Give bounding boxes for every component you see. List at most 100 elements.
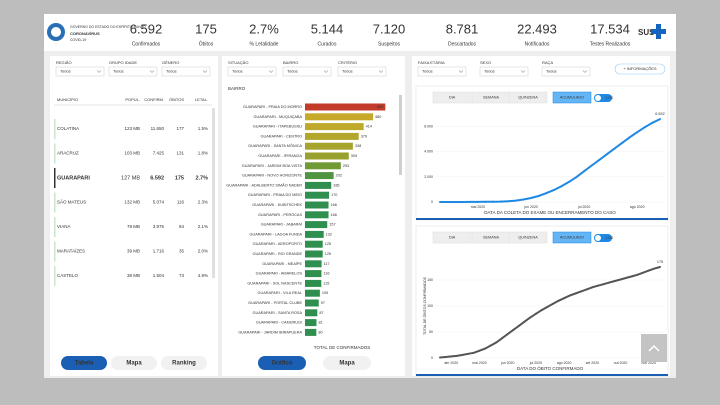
table-cell: 1.5% xyxy=(198,126,208,131)
period-button[interactable] xyxy=(552,231,592,244)
filter-value: Todos xyxy=(342,69,353,74)
point xyxy=(454,200,457,203)
tab-label: Mapa xyxy=(126,361,142,367)
point xyxy=(450,355,453,358)
left-panel xyxy=(50,56,218,376)
filter-dropdown[interactable] xyxy=(227,66,277,77)
table-cell: 131 xyxy=(176,151,184,156)
point xyxy=(552,189,555,192)
tab-label: Gráfico xyxy=(271,361,292,367)
table-row-marker[interactable] xyxy=(54,241,56,262)
period-button[interactable] xyxy=(508,91,548,104)
table-row-marker[interactable] xyxy=(54,266,56,286)
y-tick-label: 6.000 xyxy=(424,124,433,128)
filter-dropdown[interactable] xyxy=(55,66,105,77)
info-button[interactable] xyxy=(614,63,666,75)
bar-label: GUARAPARI - KUBITSCHEK xyxy=(252,203,302,207)
filter-dropdown[interactable] xyxy=(161,66,211,77)
bar-value: 125 xyxy=(325,252,331,256)
dropdown-arrow xyxy=(96,70,102,73)
point xyxy=(540,309,543,312)
point xyxy=(523,320,526,323)
filter-dropdown[interactable] xyxy=(282,66,332,77)
table-row-marker[interactable] xyxy=(54,119,56,139)
tab-button[interactable] xyxy=(111,356,157,370)
table-header: CONFIRM. xyxy=(144,97,164,102)
table-cell: 127 MB xyxy=(121,175,140,181)
period-button-label: SEMANA xyxy=(483,96,500,100)
filter-dropdown[interactable] xyxy=(337,66,387,77)
point xyxy=(537,194,540,197)
bar-value: 309 xyxy=(351,154,357,158)
chart-card-rule xyxy=(416,218,668,220)
sus-cross xyxy=(651,24,666,39)
filter-label: BAIRRO xyxy=(283,60,298,65)
filter-dropdown[interactable] xyxy=(541,66,591,77)
point xyxy=(439,201,441,203)
table-cell: 2.3% xyxy=(198,200,208,205)
filter-dropdown[interactable] xyxy=(417,66,467,77)
point xyxy=(636,273,639,276)
x-tick-label: out 2020 xyxy=(614,361,628,365)
y-tick-label: 0 xyxy=(431,356,433,360)
logo-text: CORONAVÍRUS xyxy=(70,31,100,36)
bar-value: 379 xyxy=(361,134,367,138)
bar xyxy=(305,289,320,297)
point xyxy=(446,201,449,203)
filter-value: Todos xyxy=(166,69,177,74)
tab-button[interactable] xyxy=(161,356,207,370)
tab-button[interactable] xyxy=(258,356,306,370)
point xyxy=(551,302,554,305)
point xyxy=(545,192,548,195)
filter-dropdown[interactable] xyxy=(479,66,529,77)
filter-dropdown[interactable] xyxy=(108,66,158,77)
point xyxy=(517,324,520,327)
bar-label: GUARAPARI - JARDIM IBIRAPUERA xyxy=(238,330,302,334)
period-button[interactable] xyxy=(432,231,472,244)
point xyxy=(546,306,549,309)
point xyxy=(522,198,525,201)
line xyxy=(440,118,661,203)
table-row-marker[interactable] xyxy=(54,217,56,237)
table-row-marker[interactable] xyxy=(54,192,56,213)
bar-value: 480 xyxy=(375,115,381,119)
scroll-top-button[interactable] xyxy=(641,334,667,362)
bar-label: GUARAPARI - LAGOA FUNDA xyxy=(250,232,303,236)
bar-label: GUARAPARI - ITAPEBUSSU xyxy=(253,125,302,129)
logo-text: GOVERNO DO ESTADO DO ESPÍRITO SANTO xyxy=(70,25,146,29)
point xyxy=(514,199,517,202)
table-row-marker[interactable] xyxy=(54,143,56,164)
period-button-label: ACUMULADO xyxy=(560,236,584,240)
point xyxy=(484,200,487,203)
table-cell: 7.425 xyxy=(153,151,165,156)
table-cell: 4.9% xyxy=(198,273,208,278)
logo-text: COVID-19 xyxy=(70,38,86,42)
table-header: ÓBITOS xyxy=(169,97,184,102)
bar-label: GUARAPARI - SOL NASCENTE xyxy=(247,281,302,285)
kpi-value: 6.592 xyxy=(130,21,163,36)
y-tick-label: 2.000 xyxy=(424,175,433,179)
filter-label: RAÇA xyxy=(542,60,553,65)
point xyxy=(560,185,563,188)
period-button[interactable] xyxy=(552,91,592,104)
point xyxy=(455,354,458,357)
kpi-label: Confirmados xyxy=(132,41,161,47)
point xyxy=(574,292,577,295)
kpi-label: Notificados xyxy=(525,41,550,47)
bar xyxy=(305,103,386,111)
kpi-label: Curados xyxy=(318,41,337,47)
dropdown-arrow xyxy=(582,70,588,73)
bar-value: 117 xyxy=(324,262,330,266)
tab-button[interactable] xyxy=(61,356,107,370)
bar xyxy=(305,309,318,317)
period-button[interactable] xyxy=(508,231,548,244)
period-button[interactable] xyxy=(432,91,472,104)
bar xyxy=(305,152,349,160)
point xyxy=(461,200,464,203)
table-row-marker[interactable] xyxy=(54,168,56,188)
bar xyxy=(305,201,329,209)
table-cell: MARATAÍZES xyxy=(57,248,85,254)
bar-value: 202 xyxy=(336,174,342,178)
kpi-label: Testes Realizados xyxy=(590,41,631,47)
tab-button[interactable] xyxy=(323,356,371,370)
